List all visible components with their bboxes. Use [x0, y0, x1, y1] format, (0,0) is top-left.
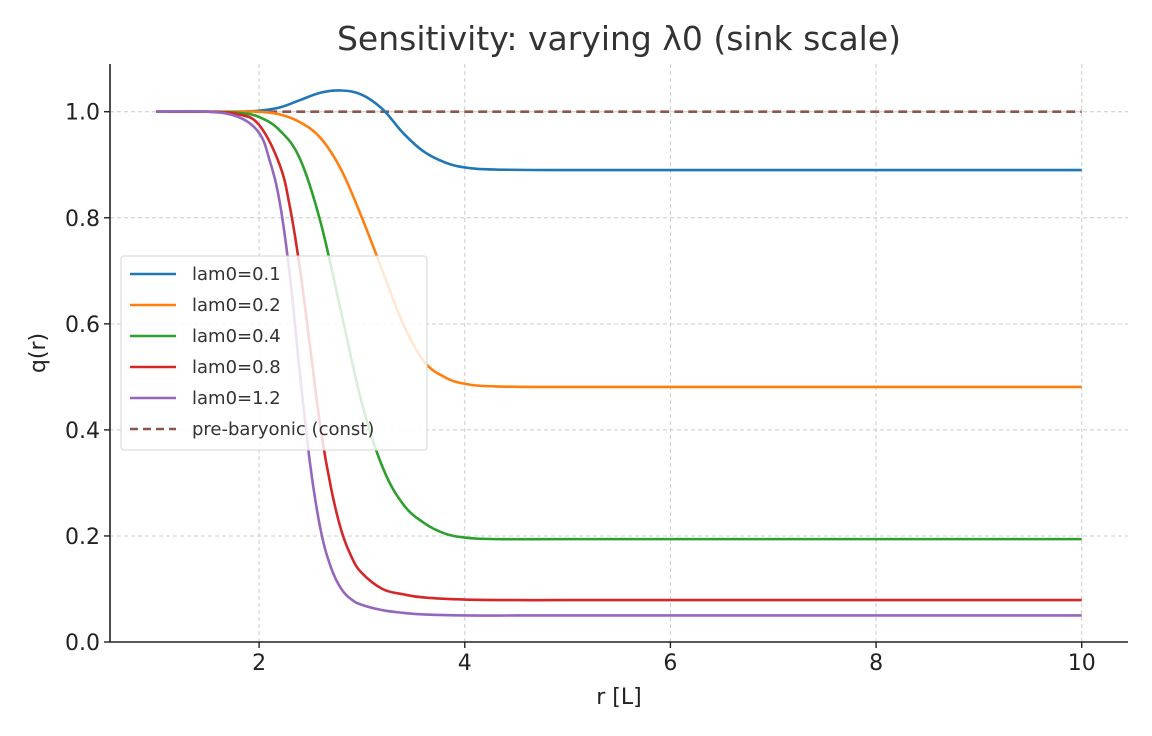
legend-box [120, 255, 428, 451]
x-ticks: 2 4 6 8 10 [252, 642, 1096, 676]
x-tick-label: 2 [252, 651, 266, 676]
y-tick-label: 0.8 [65, 207, 100, 232]
chart-title: Sensitivity: varying λ0 (sink scale) [337, 19, 901, 58]
series-line-4 [156, 110, 1082, 617]
legend-label: pre-baryonic (const) [192, 419, 374, 440]
y-tick-label: 1.0 [65, 101, 100, 126]
series-line-0 [156, 89, 1082, 172]
legend-label: lam0=0.8 [192, 357, 281, 378]
x-tick-label: 10 [1068, 651, 1096, 676]
y-tick-label: 0.2 [65, 525, 100, 550]
series-line-2 [156, 110, 1082, 541]
x-tick-label: 8 [869, 651, 883, 676]
x-axis-label: r [L] [596, 685, 641, 710]
y-tick-label: 0.0 [65, 631, 100, 656]
legend-label: lam0=0.1 [192, 264, 281, 285]
legend-label: lam0=1.2 [192, 388, 281, 409]
x-tick-label: 4 [458, 651, 472, 676]
legend-label: lam0=0.2 [192, 295, 281, 316]
axes [109, 64, 1128, 643]
legend: lam0=0.1 lam0=0.2 lam0=0.4 lam0=0.8 lam0=1.2… [120, 255, 428, 451]
y-ticks: 0.0 0.2 0.4 0.6 0.8 1.0 [65, 101, 110, 656]
y-tick-label: 0.6 [65, 313, 100, 338]
series-line-3 [156, 110, 1082, 602]
y-axis-label: q(r) [26, 333, 51, 373]
x-tick-label: 6 [663, 651, 677, 676]
y-tick-label: 0.4 [65, 419, 100, 444]
legend-label: lam0=0.4 [192, 326, 281, 347]
